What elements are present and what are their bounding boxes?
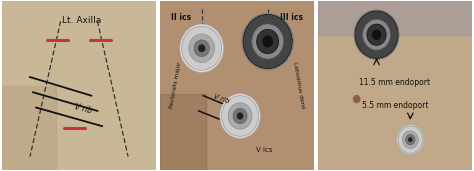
Text: Pectoralis major: Pectoralis major xyxy=(169,62,182,109)
Circle shape xyxy=(220,94,260,138)
Text: II ics: II ics xyxy=(171,13,191,22)
Circle shape xyxy=(402,131,418,148)
Circle shape xyxy=(198,44,205,52)
Text: III ics: III ics xyxy=(280,13,303,22)
Circle shape xyxy=(397,125,424,155)
Circle shape xyxy=(252,24,283,59)
Circle shape xyxy=(228,103,252,129)
Circle shape xyxy=(243,14,292,69)
Circle shape xyxy=(354,10,399,60)
Bar xyxy=(318,1,472,35)
Text: 11.5 mm endoport: 11.5 mm endoport xyxy=(359,78,430,87)
Text: Latissimus dorsi: Latissimus dorsi xyxy=(292,62,305,109)
Circle shape xyxy=(408,137,412,142)
Text: V ics: V ics xyxy=(256,147,273,153)
Circle shape xyxy=(367,24,386,45)
Circle shape xyxy=(189,34,215,63)
Text: Lt. Axilla: Lt. Axilla xyxy=(63,16,102,25)
Circle shape xyxy=(406,135,415,145)
Circle shape xyxy=(180,24,224,73)
Circle shape xyxy=(237,112,243,120)
Text: V rib: V rib xyxy=(213,93,230,105)
Bar xyxy=(160,94,206,170)
Circle shape xyxy=(355,11,398,58)
Text: V rib: V rib xyxy=(74,103,93,116)
Circle shape xyxy=(256,29,279,54)
Circle shape xyxy=(194,40,210,57)
Circle shape xyxy=(353,95,360,103)
Circle shape xyxy=(242,13,293,70)
Circle shape xyxy=(233,108,247,124)
Circle shape xyxy=(363,19,391,50)
Circle shape xyxy=(372,30,381,40)
Circle shape xyxy=(398,126,422,153)
Text: 5.5 mm endoport: 5.5 mm endoport xyxy=(362,101,428,110)
Circle shape xyxy=(262,36,273,47)
Circle shape xyxy=(222,96,258,136)
Bar xyxy=(2,86,56,170)
Circle shape xyxy=(182,26,222,70)
